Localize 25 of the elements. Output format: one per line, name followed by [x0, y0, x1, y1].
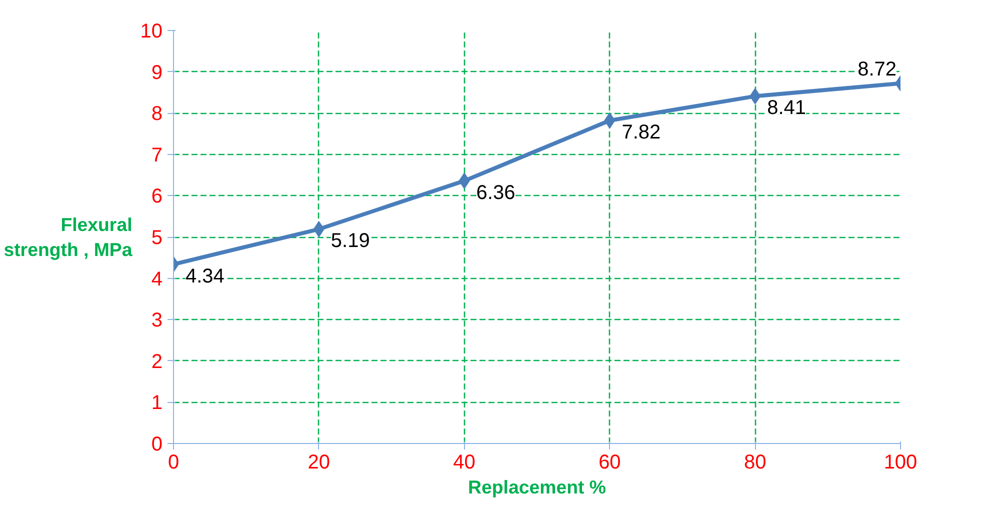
y-tick-label: 9	[151, 62, 162, 84]
data-label: 4.34	[186, 265, 224, 288]
x-tick-label: 40	[453, 452, 476, 474]
x-tick-label: 60	[598, 452, 621, 474]
data-label: 6.36	[476, 182, 516, 204]
y-tick-label: 2	[151, 350, 162, 373]
y-axis-title: Flexural strength , MPa	[4, 214, 133, 260]
data-label: 5.19	[330, 230, 370, 252]
x-tick-label: 80	[744, 452, 766, 474]
data-label: 8.72	[858, 58, 897, 80]
data-label: 7.82	[622, 122, 661, 144]
y-tick-label: 3	[151, 310, 162, 332]
x-tick-label: 0	[168, 452, 180, 474]
y-tick-label: 1	[151, 392, 162, 414]
y-tick-label: 4	[151, 268, 162, 290]
x-axis-title: Replacement %	[468, 476, 606, 498]
y-tick-label: 0	[151, 434, 162, 456]
x-tick-label: 20	[308, 452, 330, 474]
y-tick-label: 10	[140, 20, 163, 42]
data-label: 8.41	[767, 97, 806, 120]
y-tick-label: 6	[151, 186, 162, 208]
y-tick-label: 8	[151, 103, 162, 126]
y-tick-label: 7	[151, 144, 162, 166]
x-tick-label: 100	[884, 452, 918, 474]
y-tick-label: 5	[151, 227, 162, 249]
